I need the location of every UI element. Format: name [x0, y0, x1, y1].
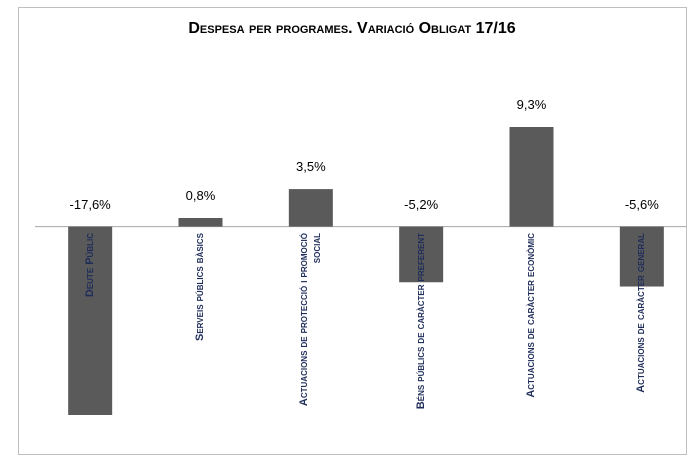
bar — [399, 226, 444, 283]
bar — [509, 127, 554, 227]
value-label: 0,8% — [185, 188, 216, 203]
bar — [178, 218, 223, 227]
value-label: 3,5% — [296, 159, 326, 175]
chart-frame — [18, 7, 687, 455]
value-label: -17,6% — [69, 196, 111, 212]
chart-title: Despesa per programes. Variació Obligat … — [188, 20, 516, 37]
value-label: 9,3% — [516, 97, 547, 112]
bar — [68, 226, 113, 415]
value-label: -5,6% — [624, 196, 659, 212]
x-tick-label: Serveis públics bàsics — [194, 232, 206, 341]
value-label: -5,2% — [404, 196, 439, 212]
bar — [619, 226, 664, 287]
bar — [288, 189, 333, 227]
x-tick-label: Actuacions de protecció i promoció socia… — [297, 232, 323, 406]
x-tick-label: Actuacions de caràcter econòmic — [525, 232, 537, 398]
x-tick-label: Actuacions de caràcter general — [635, 232, 648, 393]
x-tick-label: Béns públics de caràcter preferent — [414, 232, 427, 409]
x-tick-label: Deute Públic — [83, 232, 96, 297]
